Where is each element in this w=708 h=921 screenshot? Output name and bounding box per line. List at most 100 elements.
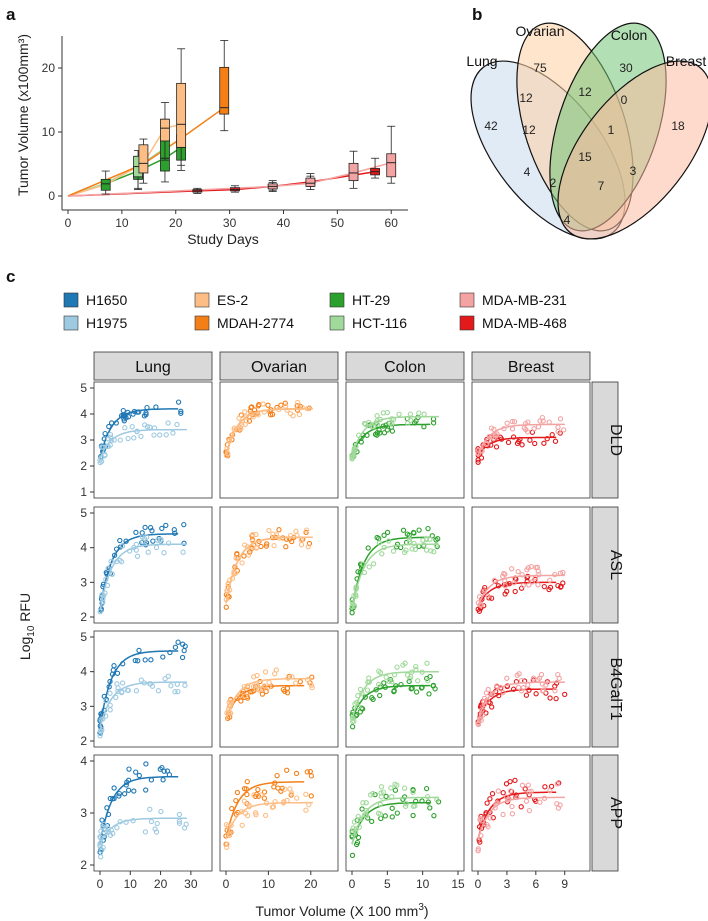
scatter-point bbox=[160, 654, 166, 660]
scatter-point bbox=[303, 527, 310, 533]
fit-curve bbox=[99, 775, 179, 845]
scatter-point bbox=[143, 787, 149, 793]
scatter-point bbox=[131, 435, 137, 441]
x-tick-label: 10 bbox=[124, 877, 138, 891]
y-axis-title: Log10 RFU bbox=[17, 593, 37, 660]
scatter-point bbox=[537, 799, 543, 805]
y-tick-label: 5 bbox=[80, 506, 87, 520]
scatter-point bbox=[143, 411, 149, 418]
scatter-point bbox=[349, 830, 355, 836]
venn-region-count: 2 bbox=[550, 176, 557, 190]
scatter-point bbox=[136, 647, 142, 654]
scatter-point bbox=[253, 545, 259, 551]
scatter-point bbox=[536, 572, 542, 578]
strip-colon bbox=[345, 351, 465, 381]
fit-curve bbox=[351, 670, 439, 721]
x-tick-label: 0 bbox=[97, 877, 104, 891]
scatter-point bbox=[113, 694, 119, 701]
venn-region-count: 30 bbox=[619, 61, 633, 75]
scatter-point bbox=[160, 777, 166, 783]
fit-curve bbox=[99, 408, 179, 459]
scatter-point bbox=[413, 689, 420, 695]
strip-row bbox=[591, 381, 619, 499]
scatter-point bbox=[115, 685, 121, 691]
scatter-point bbox=[176, 818, 183, 824]
fit-curve bbox=[99, 650, 179, 728]
x-axis-title: Tumor Volume (X 100 mm3) bbox=[255, 902, 428, 919]
scatter-point bbox=[362, 694, 368, 700]
fit-curve bbox=[477, 574, 565, 607]
scatter-point bbox=[297, 679, 303, 685]
scatter-point bbox=[308, 682, 315, 688]
scatter-point bbox=[425, 525, 431, 532]
scatter-point bbox=[478, 717, 484, 723]
venn-region-count: 15 bbox=[578, 150, 592, 164]
scatter-point bbox=[535, 582, 541, 588]
scatter-point bbox=[411, 540, 417, 547]
fit-curve bbox=[225, 536, 313, 604]
y-tick-label: 2 bbox=[80, 610, 87, 624]
scatter-point bbox=[388, 679, 395, 685]
scatter-point bbox=[535, 568, 541, 574]
scatter-point bbox=[539, 414, 546, 421]
x-tick-label: 5 bbox=[384, 877, 391, 891]
scatter-point bbox=[152, 826, 158, 832]
scatter-point bbox=[363, 807, 370, 814]
scatter-point bbox=[284, 767, 290, 773]
scatter-point bbox=[250, 532, 256, 538]
scatter-point bbox=[262, 812, 269, 819]
scatter-point bbox=[380, 410, 386, 416]
scatter-point bbox=[260, 401, 266, 407]
venn-set-label: Lung bbox=[466, 53, 497, 69]
scatter-point bbox=[415, 678, 421, 684]
legend-swatch bbox=[194, 292, 210, 308]
scatter-point bbox=[143, 534, 150, 540]
scatter-point bbox=[106, 423, 112, 430]
scatter-point bbox=[385, 538, 392, 544]
venn-region-count: 4 bbox=[564, 213, 571, 227]
scatter-point bbox=[525, 782, 531, 788]
strip-label: Ovarian bbox=[251, 359, 307, 376]
scatter-point bbox=[480, 712, 486, 718]
scatter-point bbox=[242, 409, 248, 415]
scatter-point bbox=[363, 800, 369, 806]
scatter-point bbox=[108, 558, 114, 565]
scatter-point bbox=[554, 801, 560, 807]
scatter-point bbox=[116, 790, 123, 797]
scatter-point bbox=[557, 416, 564, 422]
scatter-point bbox=[165, 673, 171, 679]
scatter-point bbox=[117, 537, 123, 544]
scatter-point bbox=[540, 418, 546, 424]
scatter-point bbox=[407, 417, 414, 423]
scatter-point bbox=[250, 683, 257, 690]
scatter-point bbox=[172, 689, 178, 695]
scatter-point bbox=[509, 803, 515, 810]
scatter-point bbox=[148, 657, 154, 663]
scatter-point bbox=[530, 675, 537, 681]
scatter-point bbox=[253, 531, 259, 538]
scatter-point bbox=[176, 811, 183, 818]
scatter-point bbox=[531, 426, 537, 432]
scatter-point bbox=[251, 674, 257, 680]
scatter-point bbox=[528, 788, 534, 794]
scatter-point bbox=[389, 805, 395, 811]
scatter-point bbox=[255, 786, 261, 793]
venn-region-count: 7 bbox=[598, 179, 605, 193]
scatter-point bbox=[541, 583, 547, 590]
fit-curve bbox=[99, 681, 187, 728]
scatter-point bbox=[126, 766, 132, 772]
scatter-point bbox=[136, 772, 142, 779]
scatter-point bbox=[309, 684, 315, 691]
strip-label: Breast bbox=[508, 359, 555, 376]
scatter-point bbox=[239, 822, 245, 828]
scatter-point bbox=[378, 784, 385, 790]
scatter-point bbox=[151, 432, 157, 438]
x-tick-label: 10 bbox=[115, 216, 129, 230]
box-MDA-MB-231 bbox=[386, 153, 397, 178]
scatter-point bbox=[556, 675, 562, 681]
scatter-point bbox=[98, 828, 104, 834]
scatter-point bbox=[366, 679, 372, 685]
scatter-point bbox=[410, 803, 417, 809]
scatter-point bbox=[223, 604, 229, 610]
